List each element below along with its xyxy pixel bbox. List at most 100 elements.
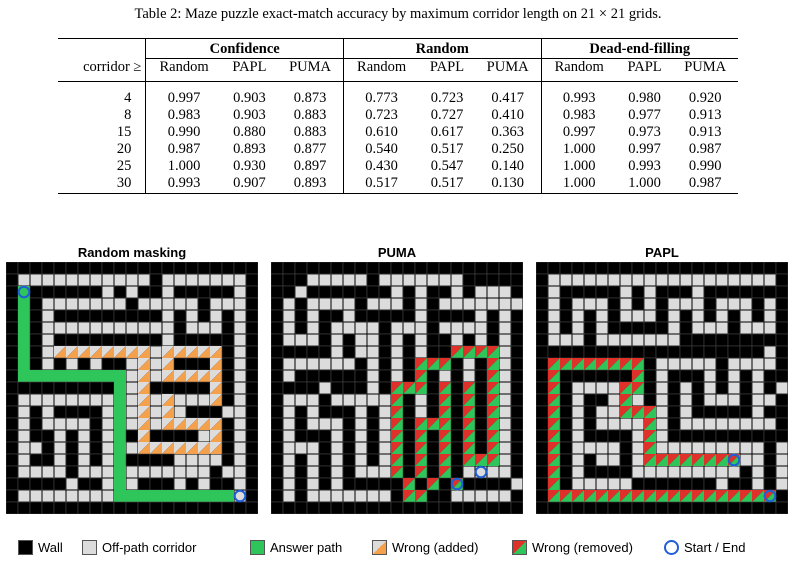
wall-cell (486, 501, 500, 514)
wall-cell (547, 262, 561, 275)
wall-cell (462, 262, 476, 275)
wall-cell (306, 381, 320, 395)
removed-cell-triangle (415, 370, 427, 382)
wall-cell (691, 429, 705, 443)
corridor-cell (150, 394, 162, 406)
wall-cell (536, 441, 549, 455)
wall-cell (438, 285, 452, 299)
legend-item-answer: Answer path (250, 538, 342, 556)
wall-cell (53, 285, 67, 299)
corridor-cell (126, 394, 138, 406)
removed-cell-triangle (560, 358, 572, 370)
corridor-cell (295, 394, 307, 406)
corridor-cell (379, 406, 391, 418)
wall-cell (498, 477, 512, 491)
corridor-cell (632, 466, 644, 478)
corridor-cell (18, 466, 30, 478)
wall-cell (426, 501, 440, 514)
wall-cell (559, 465, 573, 479)
wall-cell (89, 477, 103, 491)
wall-cell (233, 262, 247, 275)
corridor-cell (307, 490, 319, 502)
table-cell: 0.903 (233, 107, 266, 123)
wall-cell (643, 321, 657, 335)
corridor-cell (355, 322, 367, 334)
removed-cell-triangle (487, 418, 499, 430)
corridor-cell (439, 274, 451, 286)
corridor-cell (572, 406, 584, 418)
corridor-cell (174, 394, 186, 406)
wall-cell (6, 441, 19, 455)
wall-cell (245, 441, 258, 455)
wall-cell (667, 393, 681, 407)
wall-cell (366, 273, 380, 287)
removed-cell-triangle (487, 430, 499, 442)
wall-cell (655, 285, 669, 299)
wall-cell (619, 441, 633, 455)
wall-cell (462, 285, 476, 299)
wall-cell (271, 321, 284, 335)
wall-cell (209, 285, 223, 299)
corridor-cell (415, 346, 427, 358)
corridor-cell (728, 358, 740, 370)
wall-cell (536, 477, 549, 491)
corridor-cell (30, 466, 42, 478)
corridor-cell (752, 322, 764, 334)
corridor-cell (30, 394, 42, 406)
wall-cell (426, 465, 440, 479)
wall-cell (667, 262, 681, 275)
wall-cell (330, 405, 344, 419)
wall-cell (17, 381, 31, 395)
corridor-cell (391, 286, 403, 298)
table-cell: 0.877 (293, 141, 327, 157)
table-cell: 0.130 (474, 175, 542, 194)
wall-cell (727, 333, 741, 347)
corridor-cell (307, 394, 319, 406)
wrong-removed-cell (487, 442, 499, 454)
answer-swatch (250, 539, 265, 555)
corridor-cell (18, 490, 30, 502)
removed-cell-triangle (451, 346, 463, 358)
table-row: 4 0.997 0.903 0.873 0.773 0.723 0.417 0.993 0.98… (58, 81, 738, 107)
wall-cell (53, 405, 67, 419)
table-caption: Table 2: Maze puzzle exact-match accurac… (134, 6, 662, 22)
wall-cell (330, 309, 344, 323)
corridor-cell (608, 406, 620, 418)
wall-cell (89, 417, 103, 431)
corridor-cell (90, 394, 102, 406)
removed-cell-triangle (620, 406, 632, 418)
corridor-cell (728, 394, 740, 406)
corridor-cell (463, 322, 475, 334)
answer-path-cell (114, 382, 126, 394)
removed-cell-triangle (620, 394, 632, 406)
wrong-removed-cell (391, 466, 403, 478)
table-cell: 0.913 (688, 124, 722, 140)
corridor-cell (716, 466, 728, 478)
wall-cell (715, 262, 729, 275)
wall-cell (595, 501, 609, 514)
wall-cell (378, 381, 392, 395)
corridor-cell (680, 274, 692, 286)
removed-cell-triangle (439, 454, 451, 466)
corridor-cell (499, 370, 511, 382)
answer-path-cell (18, 334, 30, 346)
corridor-cell (18, 442, 30, 454)
corridor-cell (102, 394, 114, 406)
corridor-cell (728, 382, 740, 394)
table-cell: 0.993 (540, 81, 617, 107)
wall-cell (209, 262, 223, 275)
corridor-cell (355, 334, 367, 346)
wall-cell (221, 393, 235, 407)
wrong-added-cell (54, 346, 66, 358)
removed-cell-triangle (668, 490, 680, 502)
corridor-cell (415, 406, 427, 418)
wall-cell (510, 369, 523, 383)
wall-cell (29, 417, 43, 431)
wall-cell (498, 501, 512, 514)
corridor-cell (307, 274, 319, 286)
wall-cell (318, 285, 332, 299)
removed-cell-triangle (620, 358, 632, 370)
corridor-cell (776, 478, 788, 490)
corridor-cell (174, 466, 186, 478)
wrong-added-cell (210, 382, 222, 394)
